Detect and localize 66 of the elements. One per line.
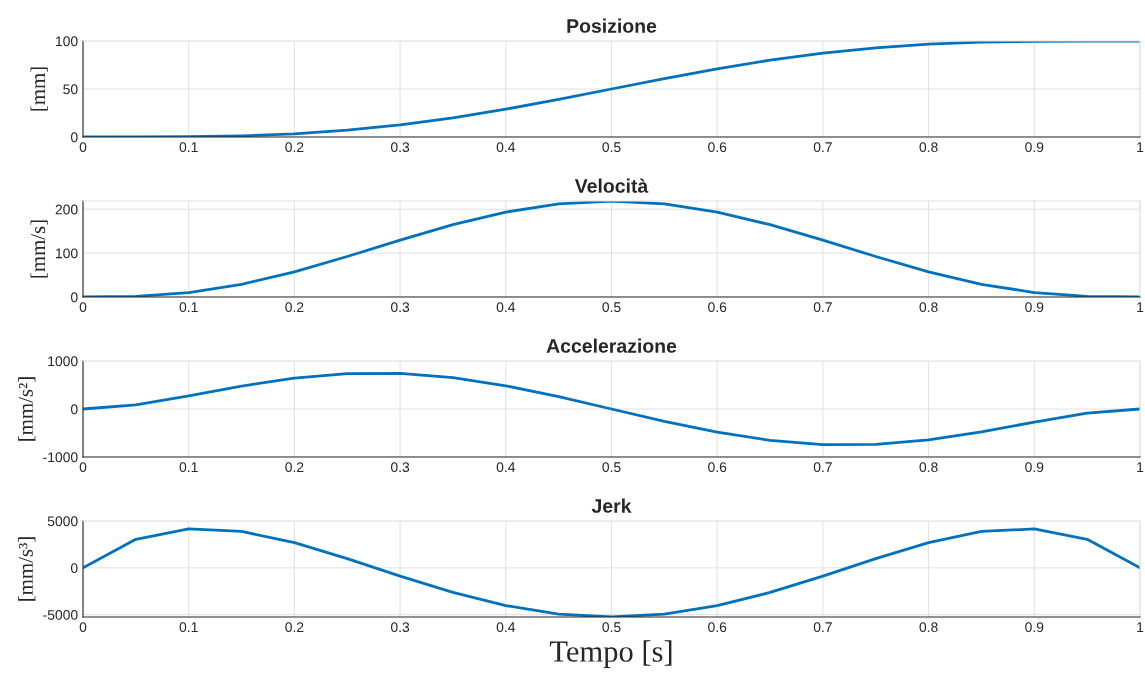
- x-tick-label: 0.6: [708, 142, 727, 153]
- x-tick-label: 0.5: [602, 622, 621, 633]
- y-tick-label: 1000: [48, 356, 78, 367]
- x-tick-label: 0: [79, 302, 87, 313]
- x-tick-label: 1: [1137, 302, 1144, 312]
- x-tick-label: 0.3: [390, 462, 410, 473]
- chart-title: Jerk: [591, 498, 632, 513]
- y-tick-label: 0: [70, 132, 78, 143]
- x-tick-label: 1: [1137, 462, 1144, 472]
- x-tick-label: 0.2: [285, 622, 304, 633]
- x-tick-label: 0.5: [602, 142, 621, 153]
- x-tick-label: 0: [79, 622, 87, 633]
- x-tick-label: 0.9: [1025, 142, 1044, 153]
- x-tick-label: 0.9: [1025, 462, 1044, 473]
- x-tick-label: 0.6: [708, 302, 727, 313]
- x-tick-label: 0.8: [919, 622, 938, 633]
- y-tick-label: 200: [55, 204, 78, 215]
- chart-title: Posizione: [567, 18, 657, 33]
- x-tick-label: 0.5: [602, 462, 621, 473]
- x-tick-label: 1: [1137, 142, 1144, 152]
- x-tick-label: 0.8: [919, 462, 938, 473]
- x-tick-label: 0.4: [496, 462, 516, 473]
- x-tick-label: 0.4: [496, 142, 516, 153]
- y-tick-label: 100: [56, 36, 78, 47]
- x-tick-label: 0.5: [602, 302, 621, 313]
- y-tick-label: 5000: [47, 516, 78, 527]
- chart-title: Velocità: [574, 178, 649, 193]
- x-tick-label: 0.3: [390, 622, 410, 633]
- x-tick-label: 0.1: [179, 302, 198, 313]
- y-axis-title: [mm/s³]: [18, 537, 36, 601]
- x-tick-label: 0.8: [919, 142, 938, 153]
- x-tick-label: 0.8: [919, 302, 938, 313]
- x-tick-label: 0.2: [285, 302, 304, 313]
- y-axis-title: [mm/s]: [30, 220, 48, 278]
- y-tick-label: 0: [70, 404, 78, 415]
- y-tick-label: 50: [63, 84, 78, 95]
- y-tick-label: 0: [70, 563, 78, 573]
- y-tick-label: 100: [56, 248, 78, 259]
- x-tick-label: 0.7: [813, 462, 832, 473]
- chart-title: Accelerazione: [546, 338, 677, 353]
- x-tick-label: 0.7: [813, 302, 832, 313]
- x-tick-label: 0.2: [285, 142, 304, 153]
- line-series: [83, 372, 1140, 446]
- y-axis-title: [mm/s²]: [18, 377, 36, 441]
- x-tick-label: 0.1: [179, 622, 198, 633]
- x-tick-label: 0.4: [496, 622, 516, 633]
- x-tick-label: 0: [79, 142, 87, 153]
- x-tick-label: 0.6: [708, 622, 727, 633]
- x-tick-label: 0.7: [813, 622, 832, 633]
- x-tick-label: 0.1: [179, 142, 198, 153]
- y-tick-label: 0: [70, 292, 78, 303]
- x-axis-title: Tempo [s]: [549, 640, 672, 669]
- x-tick-label: 0.3: [390, 302, 410, 313]
- x-tick-label: 0.9: [1025, 302, 1044, 313]
- x-tick-label: 0.2: [285, 462, 304, 473]
- x-tick-label: 0.6: [708, 462, 727, 473]
- y-tick-label: -1000: [43, 452, 78, 463]
- x-tick-label: 0.1: [179, 462, 198, 473]
- x-tick-label: 0.3: [390, 142, 410, 153]
- x-tick-label: 0.9: [1025, 622, 1044, 633]
- x-tick-label: 0: [79, 462, 87, 473]
- x-tick-label: 0.4: [496, 302, 516, 313]
- y-axis-title: [mm]: [30, 67, 48, 111]
- x-tick-label: 0.7: [813, 142, 832, 153]
- x-tick-label: 1: [1137, 622, 1144, 632]
- y-tick-label: -5000: [43, 609, 78, 620]
